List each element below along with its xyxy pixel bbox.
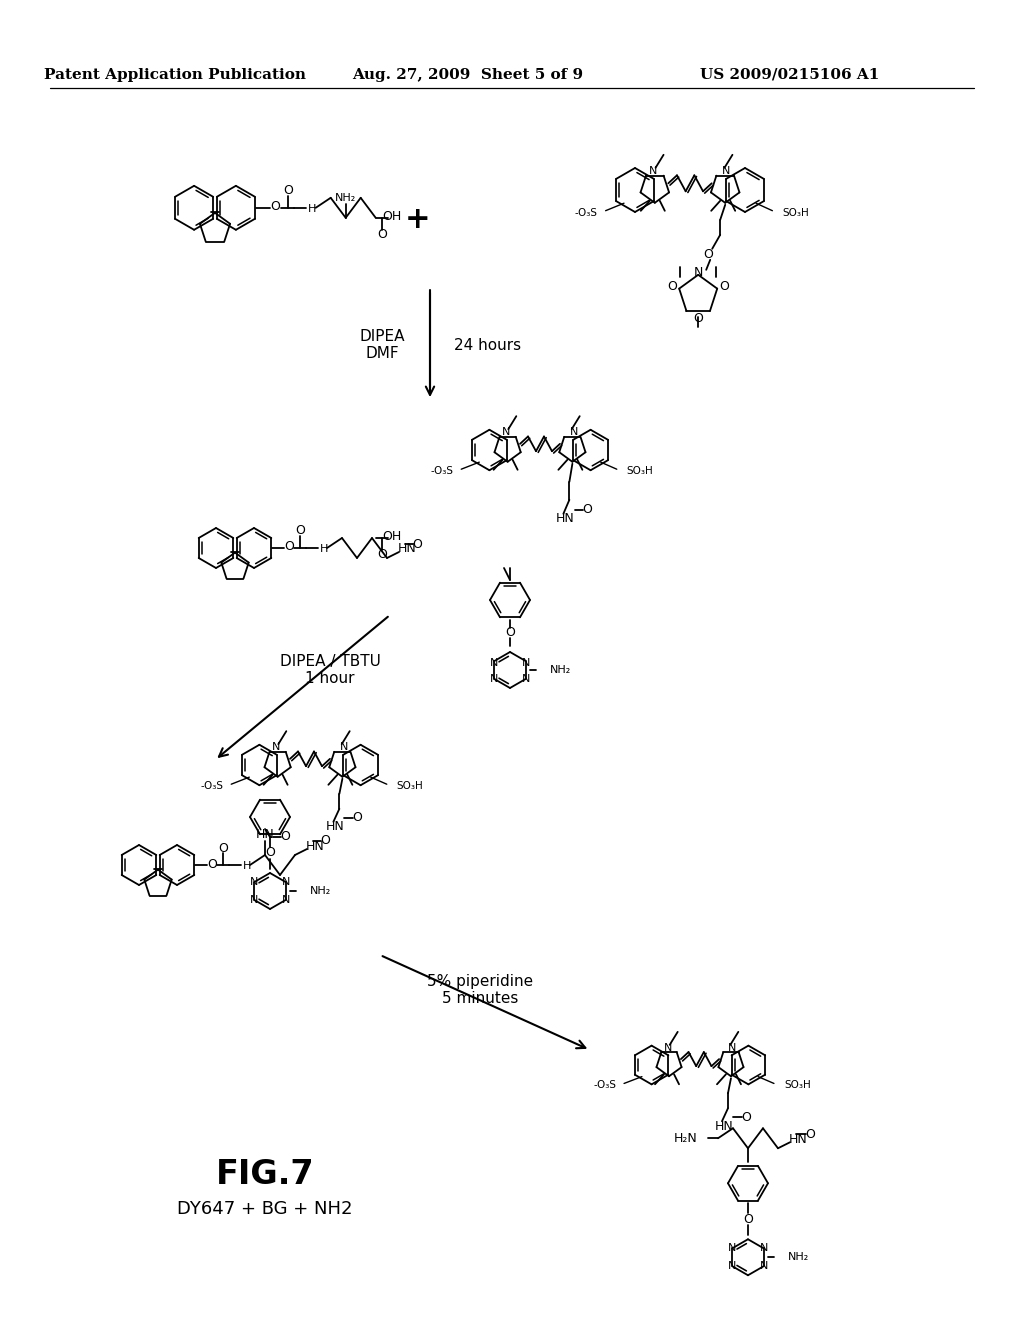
Text: O: O	[719, 280, 729, 293]
Text: N: N	[722, 166, 731, 176]
Text: O: O	[668, 280, 677, 293]
Text: SO₃H: SO₃H	[396, 781, 424, 791]
Text: Patent Application Publication: Patent Application Publication	[44, 69, 306, 82]
Text: DY647 + BG + NH2: DY647 + BG + NH2	[177, 1200, 352, 1218]
Text: NH₂: NH₂	[310, 886, 331, 896]
Text: N: N	[489, 675, 498, 684]
Text: N: N	[502, 428, 511, 437]
Text: DIPEA
DMF: DIPEA DMF	[359, 329, 404, 362]
Text: NH₂: NH₂	[788, 1253, 809, 1262]
Text: NH₂: NH₂	[550, 665, 571, 675]
Text: O: O	[377, 549, 387, 561]
Text: N: N	[728, 1262, 736, 1271]
Text: N: N	[664, 1043, 672, 1053]
Text: O: O	[743, 1213, 753, 1226]
Text: N: N	[250, 895, 258, 906]
Text: N: N	[522, 675, 530, 684]
Text: HN: HN	[305, 840, 325, 853]
Text: NH₂: NH₂	[335, 193, 356, 203]
Text: O: O	[693, 313, 703, 325]
Text: +: +	[406, 206, 431, 235]
Text: O: O	[280, 830, 290, 843]
Text: HN: HN	[788, 1133, 807, 1146]
Text: -O₃S: -O₃S	[430, 466, 454, 477]
Text: N: N	[760, 1243, 768, 1253]
Text: DIPEA / TBTU
1 hour: DIPEA / TBTU 1 hour	[280, 653, 381, 686]
Text: HN: HN	[326, 820, 345, 833]
Text: N: N	[693, 267, 702, 280]
Text: HN: HN	[715, 1119, 733, 1133]
Text: O: O	[295, 524, 305, 537]
Text: O: O	[284, 540, 294, 553]
Text: N: N	[760, 1262, 768, 1271]
Text: N: N	[340, 742, 348, 752]
Text: H: H	[307, 203, 315, 214]
Text: HN: HN	[556, 512, 574, 525]
Text: N: N	[282, 895, 291, 906]
Text: O: O	[703, 248, 713, 261]
Text: O: O	[352, 812, 362, 824]
Text: O: O	[505, 627, 515, 639]
Text: N: N	[569, 428, 578, 437]
Text: O: O	[412, 537, 422, 550]
Text: 5% piperidine
5 minutes: 5% piperidine 5 minutes	[427, 974, 534, 1006]
Text: -O₃S: -O₃S	[574, 207, 598, 218]
Text: H: H	[319, 544, 328, 554]
Text: O: O	[321, 834, 330, 847]
Text: Aug. 27, 2009  Sheet 5 of 9: Aug. 27, 2009 Sheet 5 of 9	[352, 69, 584, 82]
Text: N: N	[282, 876, 291, 887]
Text: OH: OH	[382, 210, 401, 223]
Text: N: N	[489, 657, 498, 668]
Text: O: O	[583, 503, 592, 516]
Text: N: N	[522, 657, 530, 668]
Text: O: O	[265, 846, 274, 859]
Text: O: O	[377, 228, 387, 242]
Text: O: O	[805, 1127, 815, 1140]
Text: H₂N: H₂N	[674, 1131, 698, 1144]
Text: N: N	[728, 1043, 736, 1053]
Text: SO₃H: SO₃H	[627, 466, 653, 477]
Text: OH: OH	[382, 531, 401, 544]
Text: N: N	[272, 742, 281, 752]
Text: US 2009/0215106 A1: US 2009/0215106 A1	[700, 69, 880, 82]
Text: O: O	[207, 858, 217, 870]
Text: -O₃S: -O₃S	[593, 1081, 616, 1090]
Text: N: N	[649, 166, 657, 176]
Text: -O₃S: -O₃S	[201, 781, 223, 791]
Text: SO₃H: SO₃H	[784, 1081, 811, 1090]
Text: N: N	[250, 876, 258, 887]
Text: H: H	[243, 861, 251, 871]
Text: O: O	[218, 842, 228, 854]
Text: O: O	[269, 201, 280, 214]
Text: O: O	[741, 1110, 751, 1123]
Text: FIG.7: FIG.7	[216, 1159, 314, 1192]
Text: O: O	[283, 185, 293, 197]
Text: 24 hours: 24 hours	[455, 338, 521, 352]
Text: HN: HN	[397, 543, 417, 556]
Text: SO₃H: SO₃H	[782, 207, 809, 218]
Text: HN: HN	[256, 829, 274, 842]
Text: N: N	[728, 1243, 736, 1253]
